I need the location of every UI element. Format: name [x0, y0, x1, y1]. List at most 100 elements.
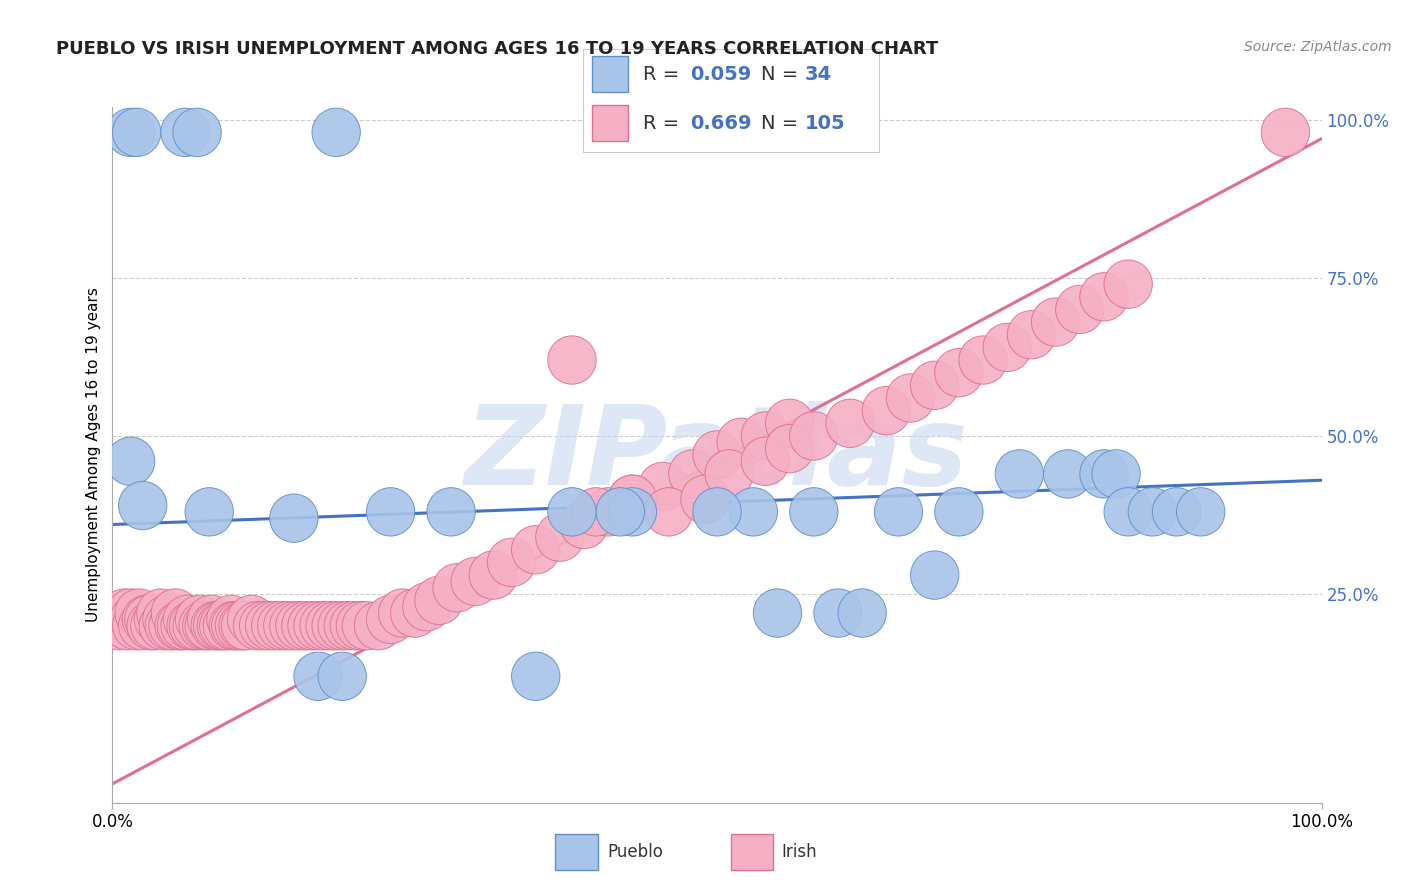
Ellipse shape	[149, 601, 197, 650]
Ellipse shape	[391, 589, 439, 637]
Ellipse shape	[911, 551, 959, 599]
Ellipse shape	[112, 601, 160, 650]
Ellipse shape	[186, 488, 233, 536]
Ellipse shape	[163, 595, 212, 643]
Ellipse shape	[270, 601, 318, 650]
Ellipse shape	[94, 601, 143, 650]
Ellipse shape	[609, 475, 657, 524]
Ellipse shape	[814, 589, 862, 637]
Ellipse shape	[312, 108, 360, 156]
Ellipse shape	[207, 595, 254, 643]
Ellipse shape	[219, 601, 267, 650]
Ellipse shape	[136, 589, 186, 637]
Ellipse shape	[221, 601, 270, 650]
Text: N =: N =	[761, 65, 804, 84]
Ellipse shape	[318, 652, 367, 700]
Ellipse shape	[730, 488, 778, 536]
Ellipse shape	[200, 601, 247, 650]
Ellipse shape	[257, 601, 307, 650]
Ellipse shape	[367, 595, 415, 643]
Text: Pueblo: Pueblo	[607, 843, 664, 861]
Ellipse shape	[209, 601, 257, 650]
Ellipse shape	[995, 450, 1043, 498]
Ellipse shape	[886, 374, 935, 422]
Ellipse shape	[294, 601, 342, 650]
Ellipse shape	[1080, 273, 1128, 321]
Ellipse shape	[112, 108, 160, 156]
Ellipse shape	[233, 601, 281, 650]
Ellipse shape	[294, 652, 342, 700]
Ellipse shape	[741, 412, 790, 460]
FancyBboxPatch shape	[592, 56, 627, 92]
Text: N =: N =	[761, 114, 804, 133]
Ellipse shape	[427, 488, 475, 536]
Ellipse shape	[451, 558, 499, 606]
Ellipse shape	[512, 525, 560, 574]
Ellipse shape	[252, 601, 299, 650]
Ellipse shape	[160, 108, 209, 156]
Ellipse shape	[354, 601, 402, 650]
Text: 0.669: 0.669	[690, 114, 751, 133]
Ellipse shape	[103, 601, 152, 650]
Ellipse shape	[638, 462, 686, 511]
Ellipse shape	[911, 361, 959, 409]
Ellipse shape	[838, 589, 886, 637]
Ellipse shape	[790, 488, 838, 536]
Ellipse shape	[693, 431, 741, 479]
Ellipse shape	[157, 601, 205, 650]
Ellipse shape	[125, 595, 173, 643]
Ellipse shape	[176, 595, 224, 643]
Ellipse shape	[1128, 488, 1177, 536]
Ellipse shape	[765, 399, 814, 448]
Ellipse shape	[228, 595, 276, 643]
Y-axis label: Unemployment Among Ages 16 to 19 years: Unemployment Among Ages 16 to 19 years	[86, 287, 101, 623]
Ellipse shape	[935, 488, 983, 536]
Ellipse shape	[704, 450, 754, 498]
Text: 34: 34	[804, 65, 832, 84]
Ellipse shape	[110, 595, 159, 643]
Ellipse shape	[512, 652, 560, 700]
Text: Irish: Irish	[782, 843, 817, 861]
Text: 0.059: 0.059	[690, 65, 751, 84]
Ellipse shape	[312, 601, 360, 650]
Ellipse shape	[609, 475, 657, 524]
Ellipse shape	[1104, 488, 1153, 536]
Ellipse shape	[122, 595, 170, 643]
Text: Source: ZipAtlas.com: Source: ZipAtlas.com	[1244, 40, 1392, 54]
Ellipse shape	[681, 475, 730, 524]
Ellipse shape	[167, 601, 215, 650]
Text: PUEBLO VS IRISH UNEMPLOYMENT AMONG AGES 16 TO 19 YEARS CORRELATION CHART: PUEBLO VS IRISH UNEMPLOYMENT AMONG AGES …	[56, 40, 938, 58]
Ellipse shape	[1261, 108, 1309, 156]
Text: R =: R =	[643, 114, 685, 133]
Ellipse shape	[115, 589, 163, 637]
Ellipse shape	[488, 538, 536, 587]
Ellipse shape	[765, 425, 814, 473]
Ellipse shape	[299, 601, 349, 650]
Ellipse shape	[194, 601, 242, 650]
Ellipse shape	[186, 601, 233, 650]
Ellipse shape	[790, 412, 838, 460]
Text: R =: R =	[643, 65, 685, 84]
Ellipse shape	[107, 108, 155, 156]
Ellipse shape	[281, 601, 330, 650]
Ellipse shape	[276, 601, 323, 650]
Ellipse shape	[107, 437, 155, 485]
Ellipse shape	[318, 601, 367, 650]
Ellipse shape	[100, 589, 149, 637]
Ellipse shape	[131, 601, 179, 650]
Ellipse shape	[1092, 450, 1140, 498]
Ellipse shape	[191, 601, 239, 650]
Ellipse shape	[935, 349, 983, 397]
Ellipse shape	[415, 576, 463, 624]
Ellipse shape	[263, 601, 312, 650]
Ellipse shape	[583, 488, 633, 536]
Ellipse shape	[212, 601, 260, 650]
Ellipse shape	[1153, 488, 1201, 536]
Ellipse shape	[367, 488, 415, 536]
Ellipse shape	[596, 488, 644, 536]
Ellipse shape	[669, 450, 717, 498]
Ellipse shape	[1032, 298, 1080, 346]
Ellipse shape	[548, 488, 596, 536]
Ellipse shape	[378, 589, 427, 637]
Ellipse shape	[1104, 260, 1153, 309]
